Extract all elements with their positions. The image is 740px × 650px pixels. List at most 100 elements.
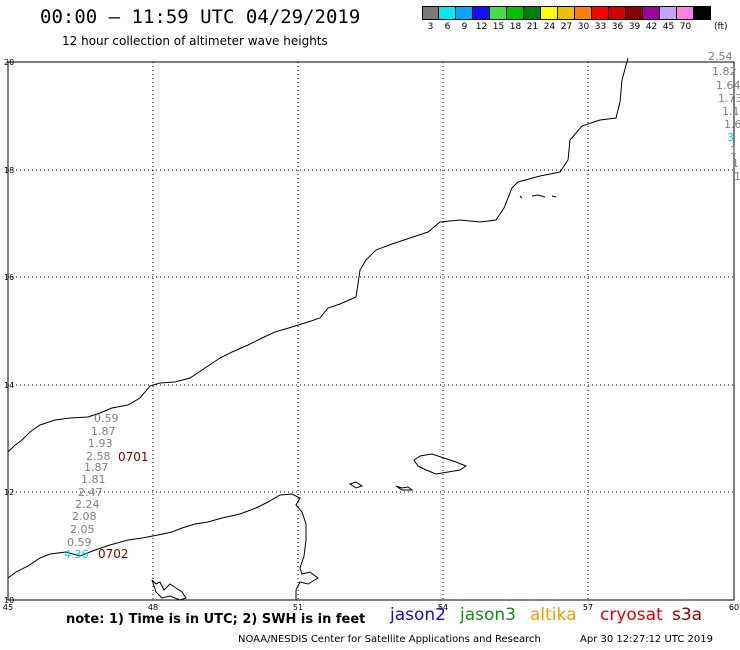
legend-label: 36 <box>611 22 624 32</box>
legend-item: 27 <box>558 6 575 32</box>
swh-value: 1.73 <box>718 92 740 105</box>
swh-value: 2.05 <box>70 523 95 536</box>
swh-value: 1.82 <box>712 65 737 78</box>
generated-timestamp: Apr 30 12:27:12 UTC 2019 <box>580 634 713 645</box>
pass-label-0701: 0701 <box>118 450 149 464</box>
swh-value: 1.6 <box>724 118 740 131</box>
footnote: note: 1) Time is in UTC; 2) SWH is in fe… <box>66 612 366 627</box>
legend-label: 24 <box>543 22 556 32</box>
legend-swatch <box>660 6 677 20</box>
legend-item: 42 <box>643 6 660 32</box>
legend-item: 36 <box>609 6 626 32</box>
legend-label: 6 <box>444 22 451 32</box>
legend-item <box>694 6 711 32</box>
legend-swatch <box>524 6 541 20</box>
swh-value: 3 <box>727 131 734 144</box>
legend-item: 18 <box>507 6 524 32</box>
legend-item: 3 <box>422 6 439 32</box>
coastline <box>7 57 629 601</box>
legend-label: 70 <box>679 22 692 32</box>
legend-item: 6 <box>439 6 456 32</box>
legend-label: 9 <box>461 22 468 32</box>
swh-value: 2.24 <box>75 498 100 511</box>
legend-label: 42 <box>645 22 658 32</box>
legend-label: 15 <box>492 22 505 32</box>
map-gridlines <box>8 62 734 600</box>
legend-label: 45 <box>662 22 675 32</box>
legend-swatch <box>422 6 439 20</box>
y-tick-label: 18 <box>4 166 14 175</box>
legend-item: 39 <box>626 6 643 32</box>
x-tick-label: 54 <box>438 603 448 612</box>
legend-label: 18 <box>509 22 522 32</box>
y-tick-label: 10 <box>4 596 14 605</box>
legend-label: 21 <box>526 22 539 32</box>
legend-swatch <box>541 6 558 20</box>
swh-track-0701: 0.591.871.932.581.871.812.472.242.082.05… <box>64 412 119 561</box>
swh-value: 4.36 <box>64 548 89 561</box>
legend-item: 30 <box>575 6 592 32</box>
swh-value: 1 <box>730 144 737 157</box>
legend-item: 12 <box>473 6 490 32</box>
legend-swatch <box>643 6 660 20</box>
x-tick-label: 48 <box>148 603 158 612</box>
legend-swatch <box>677 6 694 20</box>
y-axis-ticks: 20 18 16 14 12 10 <box>4 58 14 605</box>
legend-label: 12 <box>475 22 488 32</box>
legend-swatch <box>575 6 592 20</box>
legend-label: 3 <box>427 22 434 32</box>
legend-item: 15 <box>490 6 507 32</box>
y-tick-label: 16 <box>4 273 14 282</box>
color-legend: 3 6 9 12 15 18 21 24 27 30 33 36 39 42 45 70 <box>422 6 711 32</box>
x-tick-label: 60 <box>729 603 739 612</box>
legend-item: 45 <box>660 6 677 32</box>
legend-label: 33 <box>594 22 607 32</box>
swh-value: 0.59 <box>67 536 92 549</box>
credit-line: NOAA/NESDIS Center for Satellite Applica… <box>238 634 541 645</box>
legend-swatch <box>626 6 643 20</box>
page-title: 00:00 – 11:59 UTC 04/29/2019 <box>40 6 361 28</box>
satellite-jason3: jason3 <box>460 605 516 625</box>
legend-swatch <box>609 6 626 20</box>
swh-value: 1.64 <box>716 79 740 92</box>
legend-swatch <box>490 6 507 20</box>
pass-label-0702: 0702 <box>98 547 129 561</box>
legend-unit: (ft) <box>714 22 728 32</box>
swh-value: 1.81 <box>81 473 106 486</box>
swh-value: 1 <box>734 170 740 183</box>
legend-label: 39 <box>628 22 641 32</box>
y-tick-label: 12 <box>4 488 14 497</box>
satellite-altika: altika <box>530 605 577 625</box>
legend-item: 24 <box>541 6 558 32</box>
swh-value: 1.87 <box>84 461 109 474</box>
swh-value: 1.1 <box>722 105 740 118</box>
x-tick-label: 45 <box>3 603 13 612</box>
satellite-cryosat: cryosat <box>600 605 663 625</box>
y-tick-label: 20 <box>4 58 14 67</box>
swh-value: 1 <box>732 157 739 170</box>
legend-item: 21 <box>524 6 541 32</box>
legend-swatch <box>473 6 490 20</box>
x-tick-label: 51 <box>293 603 303 612</box>
swh-value: 2.54 <box>708 50 733 63</box>
satellite-s3a: s3a <box>672 605 703 625</box>
legend-label: 30 <box>577 22 590 32</box>
legend-item: 70 <box>677 6 694 32</box>
swh-value: 2.08 <box>72 510 97 523</box>
legend-label: 27 <box>560 22 573 32</box>
legend-item: 9 <box>456 6 473 32</box>
satellite-jason2: jason2 <box>390 605 446 625</box>
legend-swatch <box>694 6 711 20</box>
legend-swatch <box>558 6 575 20</box>
swh-value: 0.59 <box>94 412 119 425</box>
map-frame <box>7 61 735 601</box>
swh-value: 1.93 <box>88 437 113 450</box>
swh-value: 2.58 <box>86 450 111 463</box>
legend-swatch <box>507 6 524 20</box>
x-axis-ticks: 45 48 51 54 57 60 <box>3 603 739 612</box>
legend-swatch <box>456 6 473 20</box>
page-subtitle: 12 hour collection of altimeter wave hei… <box>62 34 328 48</box>
legend-swatch <box>439 6 456 20</box>
